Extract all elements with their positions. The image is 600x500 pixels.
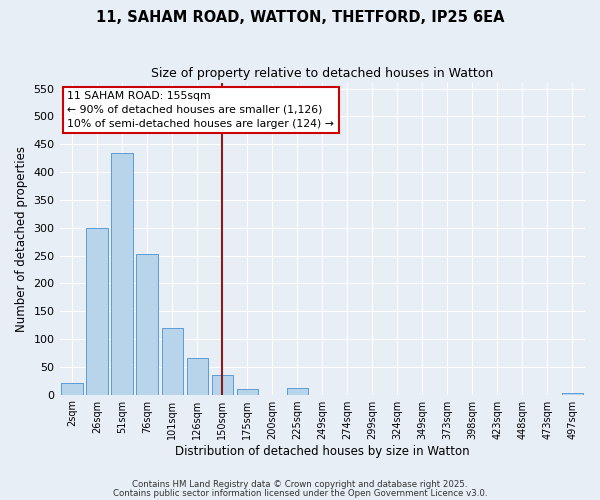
Text: Contains public sector information licensed under the Open Government Licence v3: Contains public sector information licen… [113,489,487,498]
Bar [136,254,158,394]
Bar [287,388,308,394]
Bar [112,152,133,394]
Bar [187,358,208,394]
Title: Size of property relative to detached houses in Watton: Size of property relative to detached ho… [151,68,493,80]
Bar [86,228,108,394]
Text: 11, SAHAM ROAD, WATTON, THETFORD, IP25 6EA: 11, SAHAM ROAD, WATTON, THETFORD, IP25 6… [96,10,504,25]
Bar [236,389,258,394]
Bar [212,375,233,394]
Bar [161,328,183,394]
Text: 11 SAHAM ROAD: 155sqm
← 90% of detached houses are smaller (1,126)
10% of semi-d: 11 SAHAM ROAD: 155sqm ← 90% of detached … [67,91,334,129]
Y-axis label: Number of detached properties: Number of detached properties [15,146,28,332]
X-axis label: Distribution of detached houses by size in Watton: Distribution of detached houses by size … [175,444,470,458]
Text: Contains HM Land Registry data © Crown copyright and database right 2025.: Contains HM Land Registry data © Crown c… [132,480,468,489]
Bar [562,393,583,394]
Bar [61,384,83,394]
